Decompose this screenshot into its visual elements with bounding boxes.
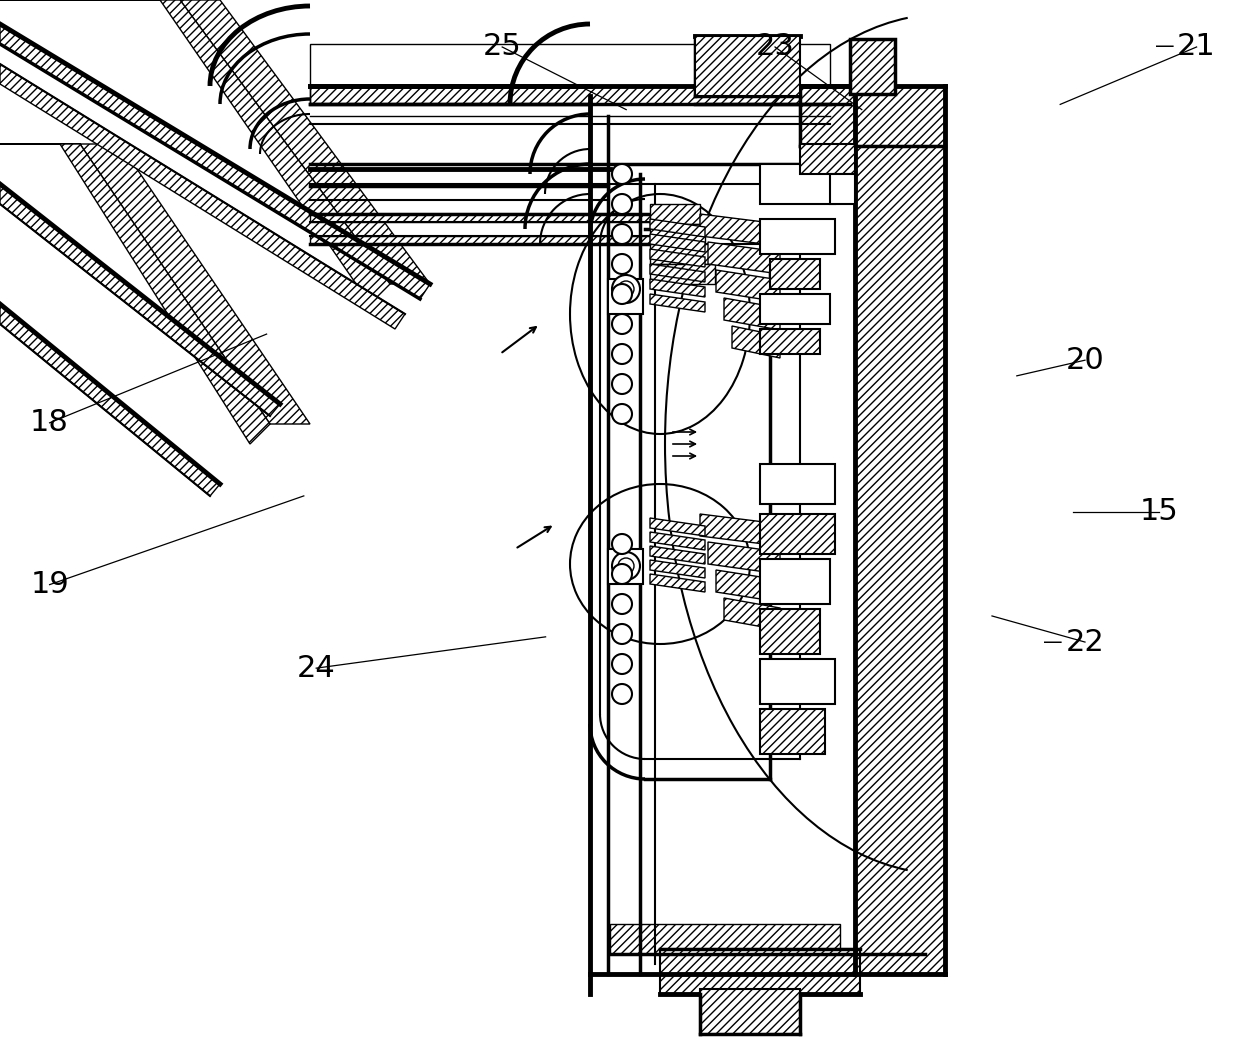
Polygon shape — [0, 144, 310, 424]
Polygon shape — [0, 184, 280, 416]
Text: 19: 19 — [30, 570, 69, 599]
Text: 22: 22 — [1065, 627, 1105, 657]
Circle shape — [613, 314, 632, 334]
Text: 25: 25 — [482, 32, 522, 62]
Circle shape — [613, 624, 632, 644]
Polygon shape — [650, 560, 706, 578]
Circle shape — [613, 275, 640, 303]
Bar — [760, 514, 835, 554]
Circle shape — [613, 164, 632, 184]
Polygon shape — [650, 234, 706, 252]
Bar — [660, 949, 861, 994]
Polygon shape — [650, 219, 706, 237]
Circle shape — [613, 345, 632, 364]
Bar — [760, 659, 835, 704]
Bar — [849, 39, 895, 94]
Bar — [856, 94, 945, 974]
Text: 23: 23 — [755, 32, 795, 62]
Bar — [310, 236, 680, 244]
Polygon shape — [650, 518, 706, 536]
Bar — [608, 549, 644, 584]
Circle shape — [613, 224, 632, 244]
Polygon shape — [0, 24, 430, 299]
Text: 20: 20 — [1065, 346, 1105, 375]
Polygon shape — [724, 298, 780, 330]
Bar — [760, 294, 830, 324]
Bar — [830, 174, 856, 204]
Polygon shape — [650, 294, 706, 312]
Circle shape — [613, 404, 632, 424]
Bar — [760, 559, 830, 604]
Polygon shape — [650, 264, 706, 282]
Text: 15: 15 — [1140, 497, 1179, 526]
Polygon shape — [701, 214, 780, 246]
Polygon shape — [0, 304, 219, 496]
Bar — [760, 164, 835, 204]
Bar — [310, 214, 680, 222]
Bar — [310, 86, 830, 104]
Circle shape — [613, 552, 640, 580]
Bar — [760, 709, 825, 754]
Polygon shape — [724, 598, 780, 630]
Bar — [800, 86, 945, 146]
Polygon shape — [650, 264, 715, 284]
Circle shape — [613, 194, 632, 214]
Circle shape — [613, 654, 632, 674]
Bar — [608, 279, 644, 314]
Bar — [770, 259, 820, 289]
Text: —: — — [1154, 38, 1174, 56]
Bar — [310, 44, 830, 104]
Bar — [610, 924, 839, 954]
Polygon shape — [708, 242, 780, 274]
Polygon shape — [650, 204, 701, 224]
Polygon shape — [650, 250, 706, 267]
Bar — [760, 609, 820, 654]
Text: 24: 24 — [296, 654, 336, 683]
Text: 18: 18 — [30, 408, 69, 437]
Polygon shape — [732, 326, 780, 358]
Bar — [760, 219, 835, 254]
Bar — [760, 464, 835, 504]
Polygon shape — [650, 244, 711, 264]
Circle shape — [613, 684, 632, 704]
Polygon shape — [715, 270, 780, 302]
Polygon shape — [0, 64, 405, 329]
Circle shape — [613, 284, 632, 304]
Polygon shape — [701, 514, 780, 546]
Bar — [694, 35, 800, 96]
Polygon shape — [650, 574, 706, 592]
Circle shape — [618, 281, 634, 296]
Bar — [760, 329, 820, 354]
Circle shape — [613, 594, 632, 614]
Text: 21: 21 — [1177, 32, 1216, 62]
Polygon shape — [160, 0, 391, 304]
Polygon shape — [650, 532, 706, 550]
Circle shape — [613, 374, 632, 394]
Bar — [701, 989, 800, 1034]
Circle shape — [618, 557, 634, 574]
Polygon shape — [60, 144, 270, 444]
Polygon shape — [0, 0, 430, 284]
Polygon shape — [715, 570, 780, 602]
Circle shape — [613, 564, 632, 584]
Polygon shape — [650, 279, 706, 296]
Polygon shape — [650, 224, 706, 244]
Text: —: — — [1043, 633, 1063, 651]
Bar — [800, 144, 856, 174]
Circle shape — [613, 533, 632, 554]
Polygon shape — [650, 546, 706, 564]
Circle shape — [613, 254, 632, 274]
Polygon shape — [708, 542, 780, 574]
